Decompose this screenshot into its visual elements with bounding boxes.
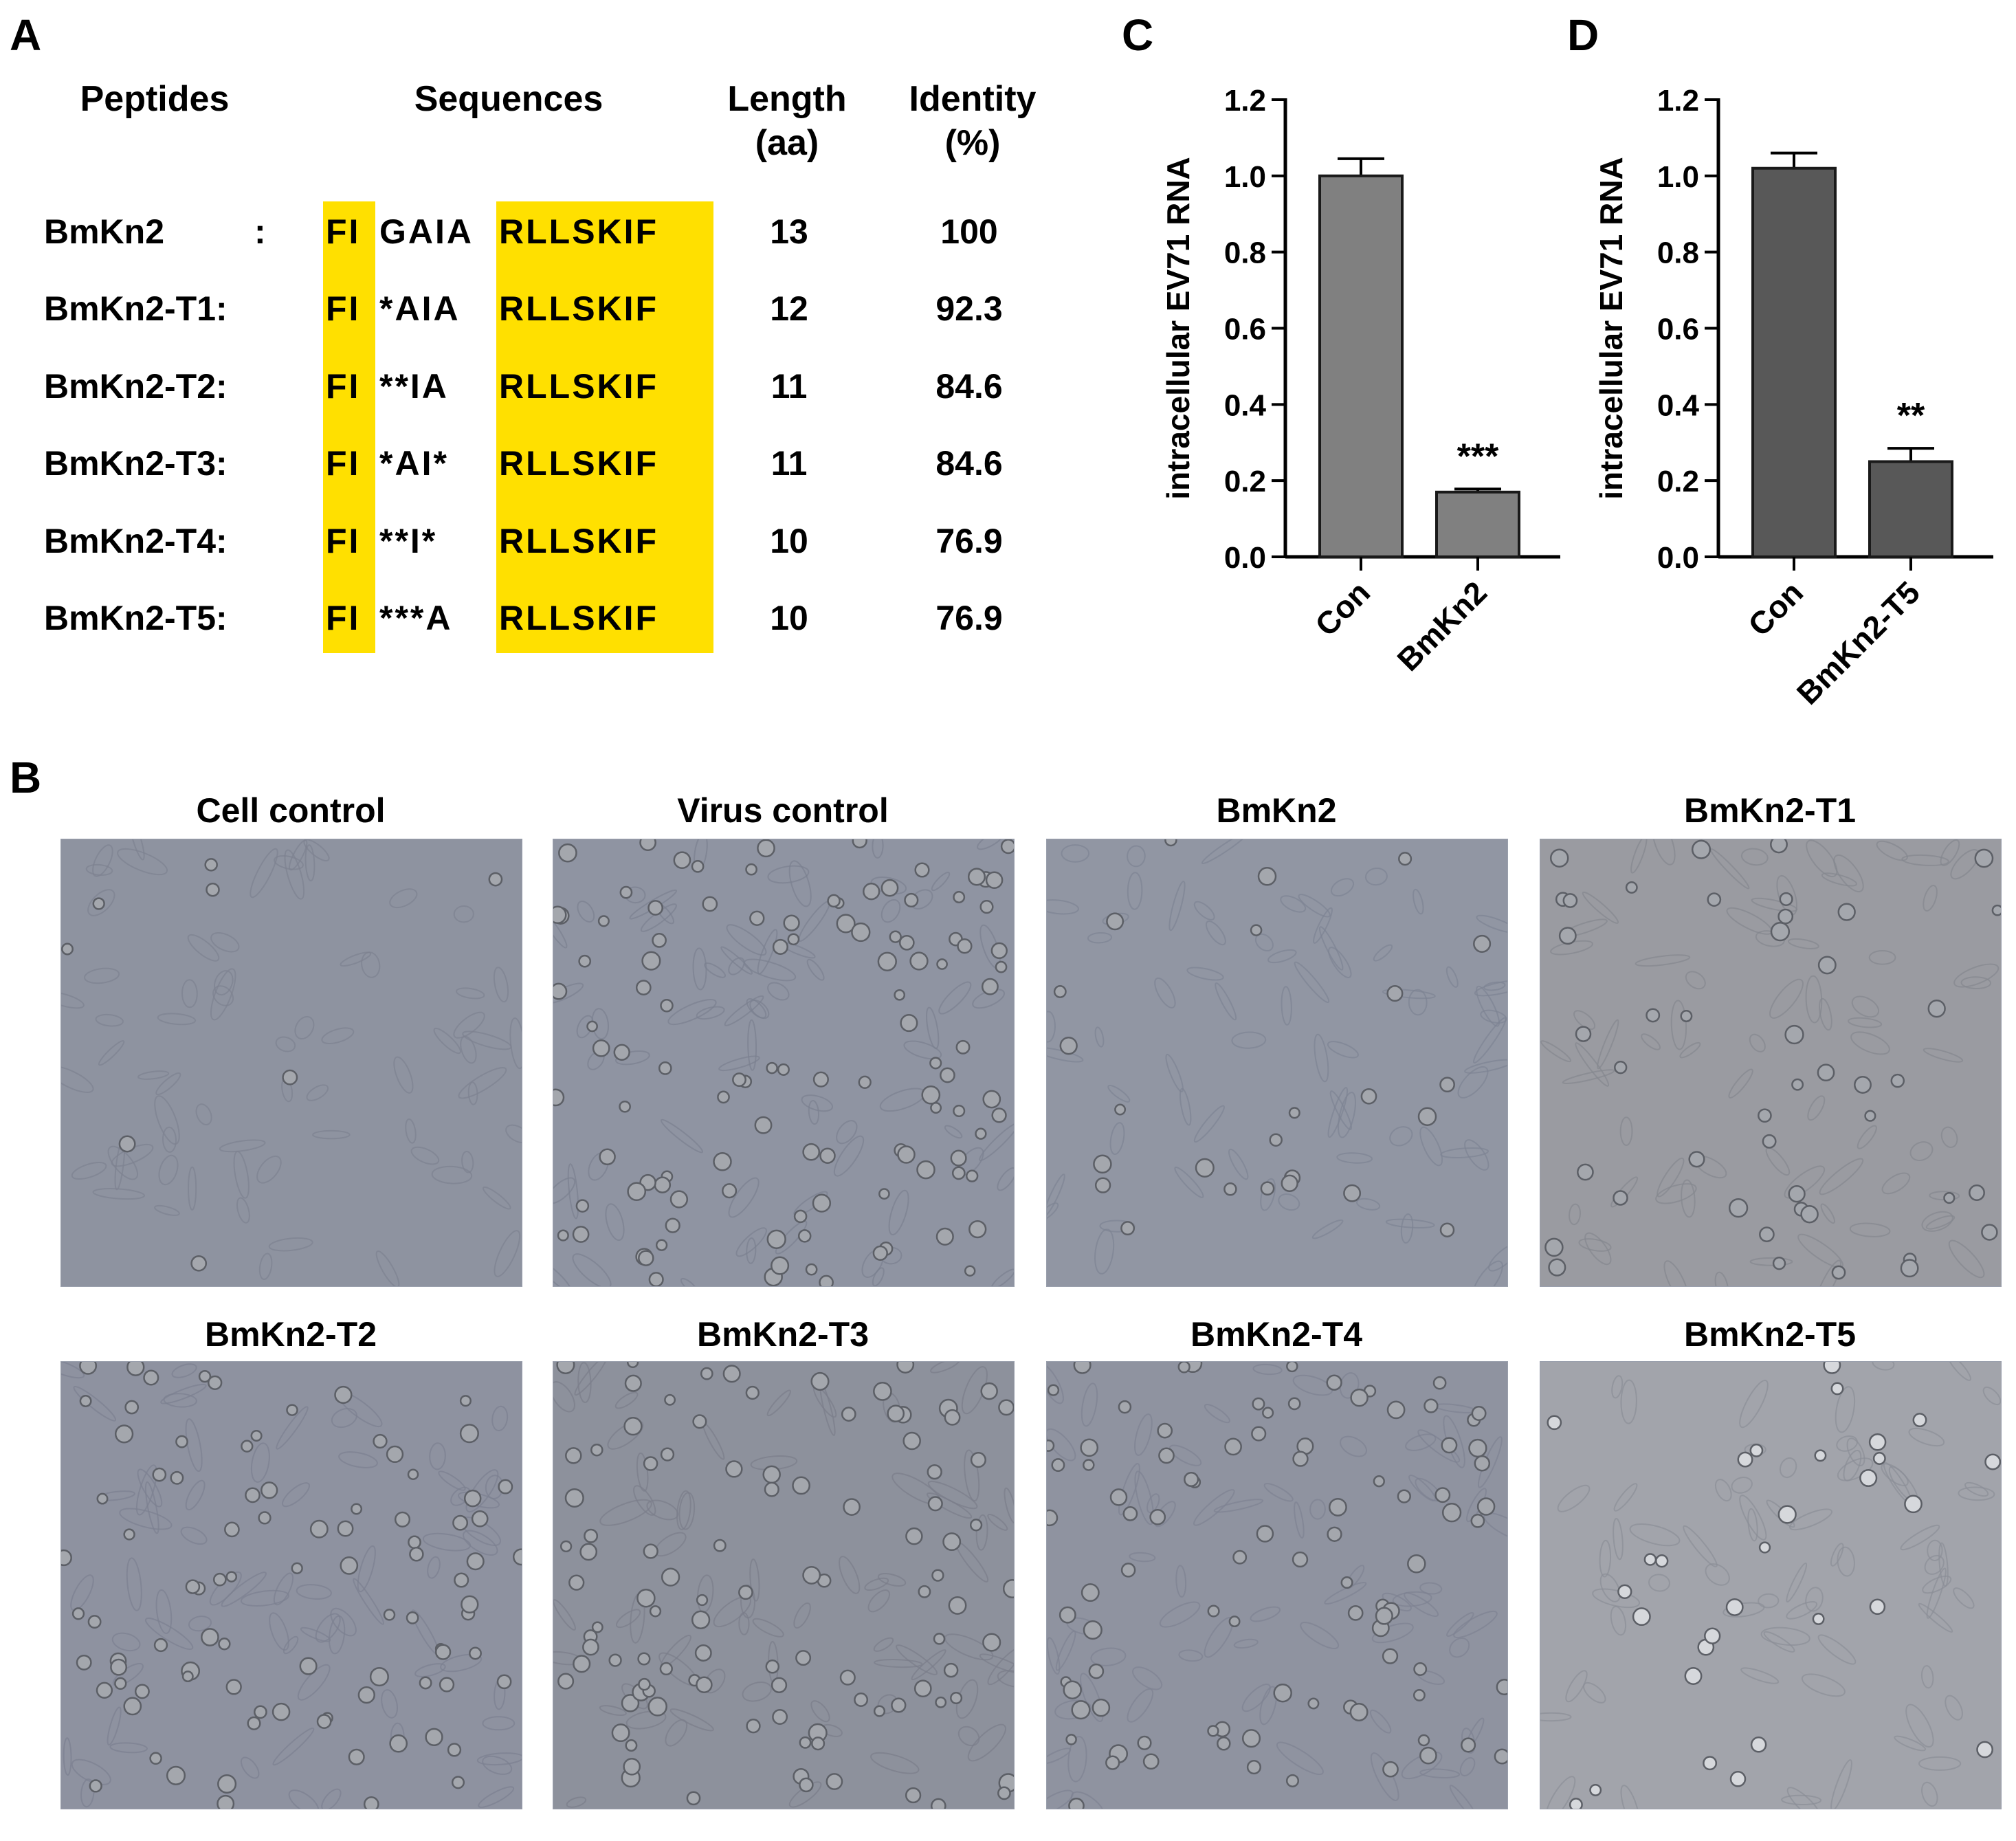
sequence-tail: RLLSKIF xyxy=(499,599,659,637)
peptide-identity: 84.6 xyxy=(935,444,1003,483)
micrograph-image xyxy=(1046,1361,1508,1809)
peptide-identity: 76.9 xyxy=(935,522,1003,560)
micrograph-title: BmKn2 xyxy=(1216,791,1337,830)
panel-label-d: D xyxy=(1567,10,1599,60)
peptide-name: BmKn2-T5: xyxy=(44,599,228,637)
y-tick-label: 1.0 xyxy=(1224,160,1266,194)
peptide-identity: 100 xyxy=(940,212,998,251)
sequence-tail: RLLSKIF xyxy=(499,212,659,251)
sequence-mid: GAIA xyxy=(379,212,474,251)
peptide-identity: 84.6 xyxy=(935,367,1003,406)
micrograph-image xyxy=(60,839,522,1287)
sequence-tail: RLLSKIF xyxy=(499,522,659,560)
y-tick-label: 0.8 xyxy=(1657,236,1699,270)
micrograph-image xyxy=(553,839,1015,1287)
sequence-mid: **IA xyxy=(379,367,449,406)
peptide-length: 10 xyxy=(770,599,808,637)
x-tick-label: Con xyxy=(1741,574,1810,643)
micrograph-image xyxy=(1046,839,1508,1287)
sequence-fi: FI xyxy=(326,212,361,251)
micrograph-image xyxy=(1540,1361,2002,1809)
peptide-name: BmKn2-T2: xyxy=(44,367,228,406)
sequence-fi: FI xyxy=(326,367,361,406)
peptide-length: 13 xyxy=(770,212,808,251)
sequence-mid: *AIA xyxy=(379,289,461,328)
header-peptides: Peptides xyxy=(80,79,230,119)
highlight-conserved-column xyxy=(496,201,713,653)
peptide-name: BmKn2-T4: xyxy=(44,522,228,560)
micrograph-title: Cell control xyxy=(196,791,386,830)
y-tick-label: 0.2 xyxy=(1657,465,1699,498)
chart-d-svg: intracellular EV71 RNA 0.0 0.2 0.4 0.6 0.8 1.0… xyxy=(1593,84,1993,712)
micrograph-title: Virus control xyxy=(677,791,889,830)
micrograph-image xyxy=(553,1361,1015,1809)
micrograph-title: BmKn2-T5 xyxy=(1683,1315,1857,1354)
micrograph-title: BmKn2-T3 xyxy=(696,1315,869,1354)
significance-label: ** xyxy=(1897,396,1925,436)
sequence-mid: **I* xyxy=(379,522,438,560)
y-tick-label: 0.8 xyxy=(1224,236,1266,270)
chart-c: intracellular EV71 RNA 0.0 0.2 0.4 0.6 0.8 1.0… xyxy=(1141,48,1581,753)
sequence-fi: FI xyxy=(326,599,361,637)
chart-c-svg: intracellular EV71 RNA 0.0 0.2 0.4 0.6 0.8 1.0… xyxy=(1160,84,1560,678)
peptide-length: 12 xyxy=(770,289,808,328)
peptide-name: BmKn2-T3: xyxy=(44,444,228,483)
y-tick-label: 0.0 xyxy=(1224,541,1266,575)
peptide-identity: 92.3 xyxy=(935,289,1003,328)
bar xyxy=(1868,460,1953,558)
sequence-fi: FI xyxy=(326,444,361,483)
y-tick-label: 0.2 xyxy=(1224,465,1266,498)
y-tick-label: 0.6 xyxy=(1224,313,1266,346)
micrograph-image xyxy=(1540,839,2002,1287)
significance-label: *** xyxy=(1457,437,1499,476)
chart-d: intracellular EV71 RNA 0.0 0.2 0.4 0.6 0.8 1.0… xyxy=(1574,48,2014,753)
bar xyxy=(1318,174,1404,559)
y-tick-label: 1.2 xyxy=(1224,84,1266,118)
peptide-identity: 76.9 xyxy=(935,599,1003,637)
x-tick-label: BmKn2-T5 xyxy=(1790,574,1927,711)
micrograph-title: BmKn2-T2 xyxy=(204,1315,377,1354)
peptide-length: 11 xyxy=(771,444,808,483)
peptide-name: BmKn2 xyxy=(44,212,165,251)
header-sequences: Sequences xyxy=(414,79,603,119)
peptide-length: 11 xyxy=(771,367,808,406)
highlight-fi-column xyxy=(323,201,375,653)
y-axis-label: intracellular EV71 RNA xyxy=(1160,157,1196,500)
micrograph-image xyxy=(60,1361,522,1809)
header-identity: Identity (%) xyxy=(909,79,1037,163)
y-tick-label: 0.0 xyxy=(1657,541,1699,575)
y-tick-label: 1.2 xyxy=(1657,84,1699,118)
sequence-fi: FI xyxy=(326,522,361,560)
y-tick-label: 0.4 xyxy=(1657,388,1700,422)
x-tick-label: Con xyxy=(1308,574,1377,643)
sequence-fi: FI xyxy=(326,289,361,328)
panel-label-c: C xyxy=(1122,10,1154,60)
y-tick-label: 0.6 xyxy=(1657,313,1699,346)
y-tick-label: 0.4 xyxy=(1224,388,1267,422)
peptide-name: BmKn2-T1: xyxy=(44,289,228,328)
panel-label-a: A xyxy=(10,10,42,60)
x-tick-label: BmKn2 xyxy=(1390,574,1494,678)
y-tick-label: 1.0 xyxy=(1657,160,1699,194)
peptide-colon: : xyxy=(254,212,266,251)
bar xyxy=(1435,490,1520,559)
sequence-mid: *AI* xyxy=(379,444,449,483)
bar xyxy=(1751,166,1837,558)
sequence-tail: RLLSKIF xyxy=(499,444,659,483)
y-axis-label: intracellular EV71 RNA xyxy=(1593,157,1629,500)
micrograph-title: BmKn2-T1 xyxy=(1683,791,1857,830)
sequence-tail: RLLSKIF xyxy=(499,367,659,406)
panel-label-b: B xyxy=(10,753,42,802)
sequence-mid: ***A xyxy=(379,599,453,637)
peptide-length: 10 xyxy=(770,522,808,560)
sequence-tail: RLLSKIF xyxy=(499,289,659,328)
header-length: Length (aa) xyxy=(727,79,847,163)
micrograph-title: BmKn2-T4 xyxy=(1190,1315,1363,1354)
